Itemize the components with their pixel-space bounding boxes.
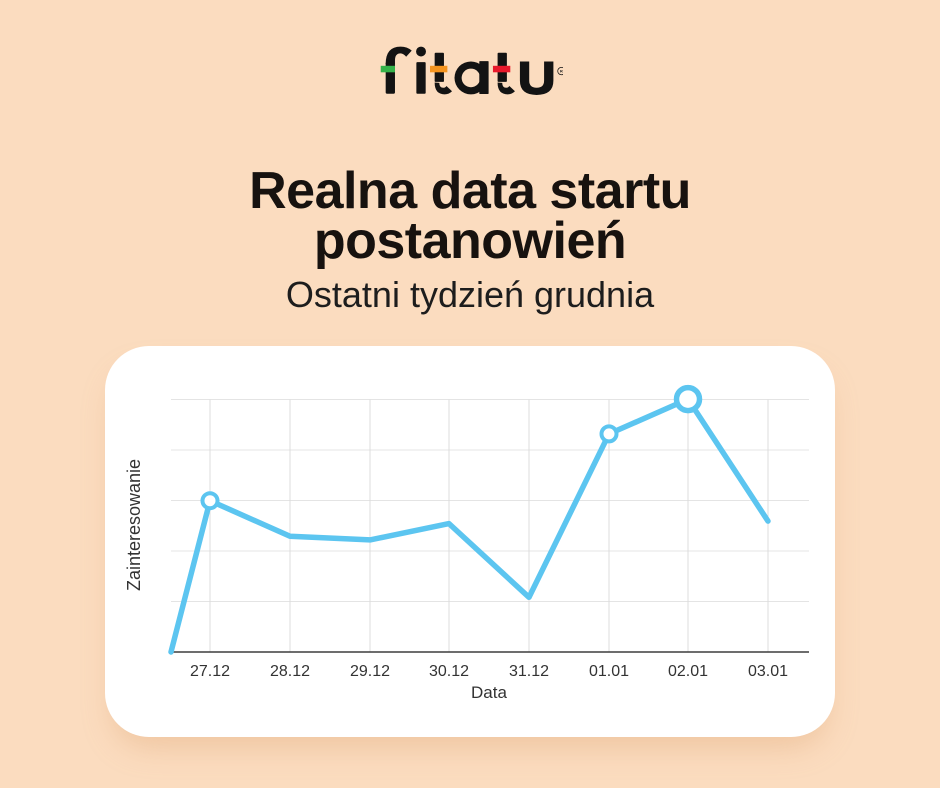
svg-text:R: R xyxy=(560,69,563,74)
svg-text:Zainteresowanie: Zainteresowanie xyxy=(124,459,144,591)
svg-text:29.12: 29.12 xyxy=(350,663,390,680)
svg-text:30.12: 30.12 xyxy=(429,663,469,680)
svg-text:27.12: 27.12 xyxy=(190,663,230,680)
svg-text:Data: Data xyxy=(471,683,507,702)
svg-text:01.01: 01.01 xyxy=(589,663,629,680)
svg-text:28.12: 28.12 xyxy=(270,663,310,680)
svg-text:02.01: 02.01 xyxy=(668,663,708,680)
svg-text:31.12: 31.12 xyxy=(509,663,549,680)
svg-text:03.01: 03.01 xyxy=(748,663,788,680)
